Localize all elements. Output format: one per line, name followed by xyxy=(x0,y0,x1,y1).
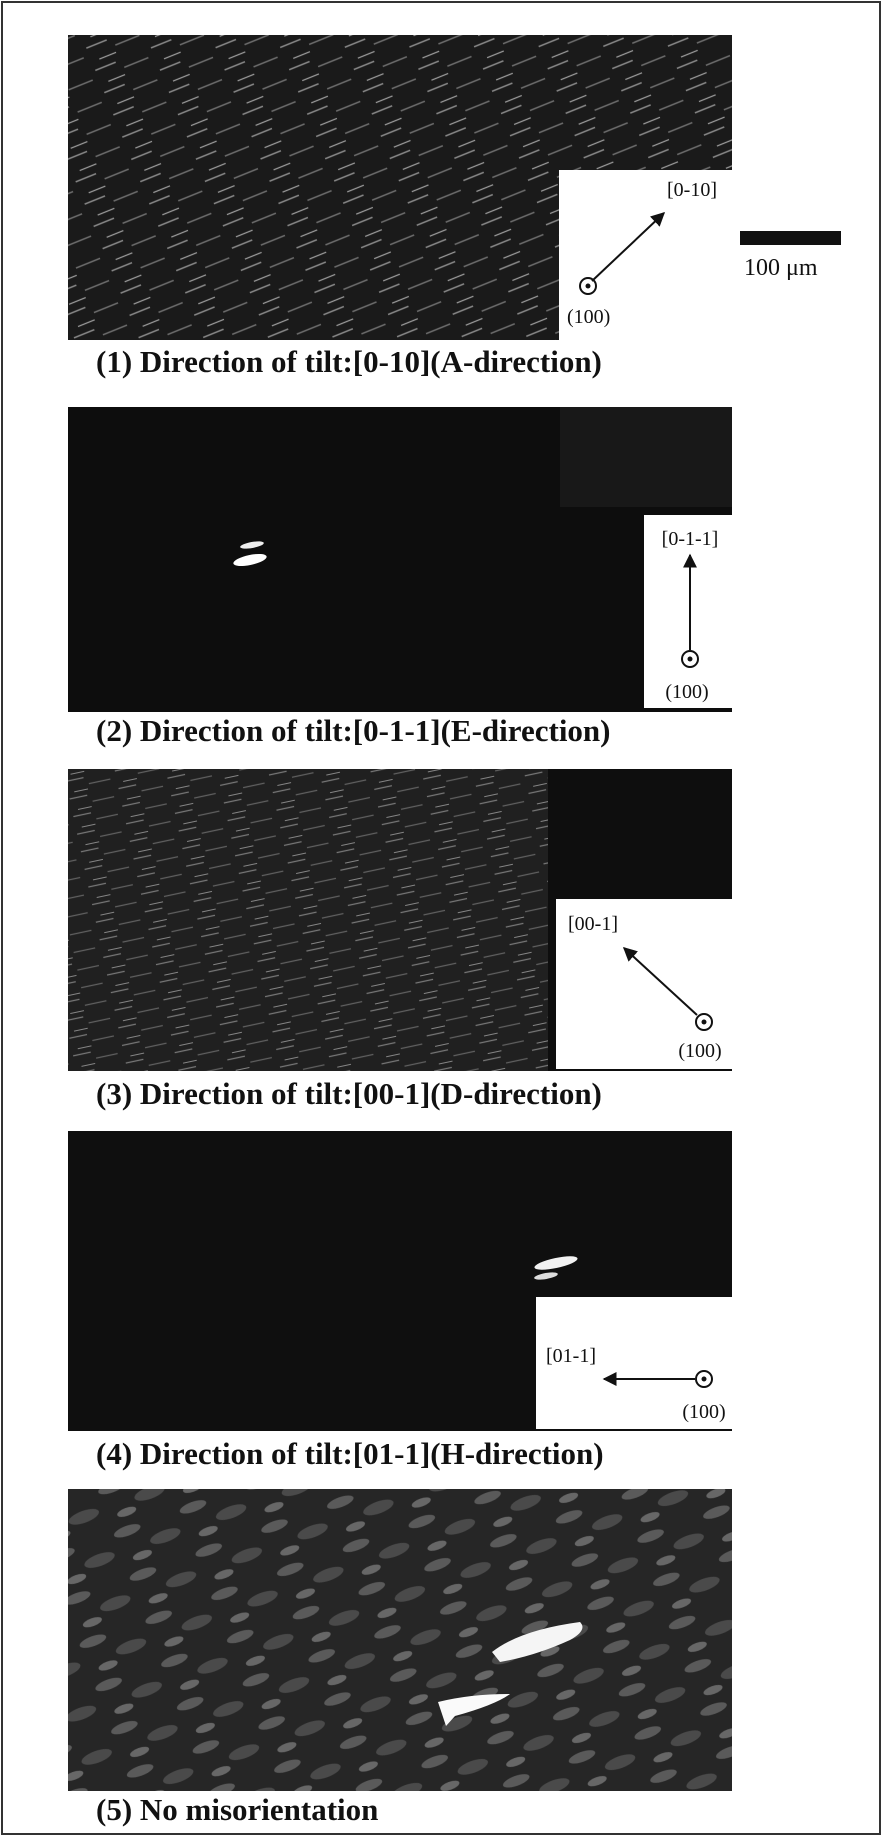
page: {"scale_bar": {"label": "100 μm"}, "pane… xyxy=(0,0,884,1838)
direction-label: [01-1] xyxy=(546,1345,596,1367)
normal-dot xyxy=(702,1020,707,1025)
direction-label: [0-10] xyxy=(667,179,717,201)
direction-label: [0-1-1] xyxy=(662,528,719,550)
normal-dot xyxy=(586,284,591,289)
caption: (3) Direction of tilt:[00-1](D-direction… xyxy=(96,1076,602,1111)
scale-label: 100 μm xyxy=(744,255,818,281)
caption: (5) No misorientation xyxy=(96,1792,378,1827)
normal-label: (100) xyxy=(682,1401,725,1423)
direction-label: [00-1] xyxy=(568,913,618,935)
normal-dot xyxy=(702,1377,707,1382)
scale-bar xyxy=(740,231,841,245)
caption: (4) Direction of tilt:[01-1](H-direction… xyxy=(96,1436,604,1471)
texture xyxy=(560,407,732,507)
micrograph xyxy=(68,1489,732,1791)
normal-label: (100) xyxy=(567,306,610,328)
normal-label: (100) xyxy=(665,681,708,703)
caption: (1) Direction of tilt:[0-10](A-direction… xyxy=(96,344,602,379)
normal-dot xyxy=(688,657,693,662)
normal-label: (100) xyxy=(678,1040,721,1062)
caption: (2) Direction of tilt:[0-1-1](E-directio… xyxy=(96,713,611,748)
figure: [0-10] (100) 100 μm (1) Direction of til… xyxy=(0,0,884,1838)
texture xyxy=(68,769,548,1071)
